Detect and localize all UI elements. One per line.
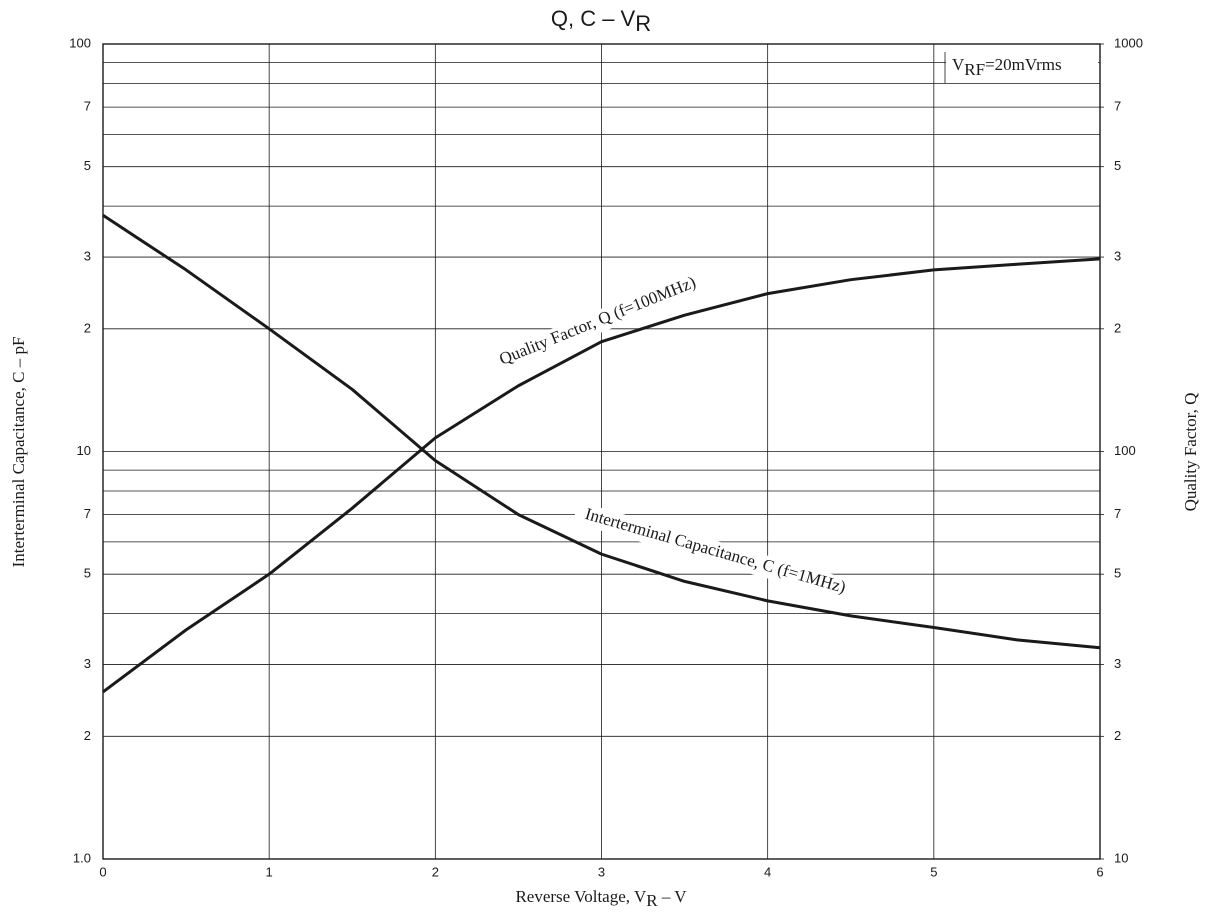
- y2-tick-label: 5: [1114, 158, 1121, 173]
- chart-title: Q, C – VR: [551, 6, 651, 36]
- series-line: [102, 213, 1101, 650]
- y-tick-label: 5: [84, 158, 91, 173]
- y2-tick-label: 10: [1114, 850, 1128, 865]
- y2-tick-label: 100: [1114, 443, 1136, 458]
- xlabel-main: Reverse Voltage, V: [515, 887, 647, 906]
- x-tick-label: 5: [930, 864, 937, 879]
- x-tick-label: 1: [266, 864, 273, 879]
- xlabel-tail: – V: [658, 887, 688, 906]
- y-tick-label: 3: [84, 249, 91, 264]
- annotation-v: V: [952, 55, 965, 74]
- y2-tick-label: 2: [1114, 320, 1121, 335]
- annotation-bg: [946, 52, 1098, 82]
- y2-tick-label: 3: [1114, 249, 1121, 264]
- series-label: Interterminal Capacitance, C (f=1MHz): [583, 504, 848, 597]
- plot-frame: [102, 43, 1101, 860]
- x-tick-label: 4: [764, 864, 771, 879]
- x-tick-label: 2: [432, 864, 439, 879]
- x-tick-label: 3: [598, 864, 605, 879]
- annotation: VRF=20mVrms: [952, 55, 1062, 79]
- xlabel-sub: R: [646, 891, 658, 910]
- y-tick-label: 5: [84, 566, 91, 581]
- y2-tick-label: 2: [1114, 728, 1121, 743]
- y-tick-label: 7: [84, 506, 91, 521]
- y-tick-label: 7: [84, 99, 91, 114]
- annotation-tail: =20mVrms: [985, 55, 1062, 74]
- y2-axis-label: Quality Factor, Q: [1181, 393, 1200, 512]
- y-tick-label: 2: [84, 320, 91, 335]
- series-label-bg: [459, 257, 737, 387]
- y-tick-label: 3: [84, 656, 91, 671]
- x-tick-label: 0: [99, 864, 106, 879]
- annotation-sub: RF: [964, 60, 985, 79]
- series-label-bg: [572, 501, 858, 603]
- series-line: [102, 257, 1101, 694]
- y-axis-label: Interterminal Capacitance, C – pF: [9, 337, 28, 568]
- y-tick-label: 1.0: [73, 850, 91, 865]
- x-tick-label: 6: [1096, 864, 1103, 879]
- title-main: Q, C – V: [551, 6, 636, 31]
- y2-tick-label: 1000: [1114, 35, 1143, 50]
- y-tick-label: 100: [69, 35, 91, 50]
- x-axis-label: Reverse Voltage, VR – V: [515, 887, 687, 910]
- y-tick-label: 10: [77, 443, 91, 458]
- y2-tick-label: 7: [1114, 506, 1121, 521]
- y2-tick-label: 7: [1114, 99, 1121, 114]
- y2-tick-label: 3: [1114, 656, 1121, 671]
- y2-tick-label: 5: [1114, 566, 1121, 581]
- title-sub: R: [635, 11, 651, 36]
- y-tick-label: 2: [84, 728, 91, 743]
